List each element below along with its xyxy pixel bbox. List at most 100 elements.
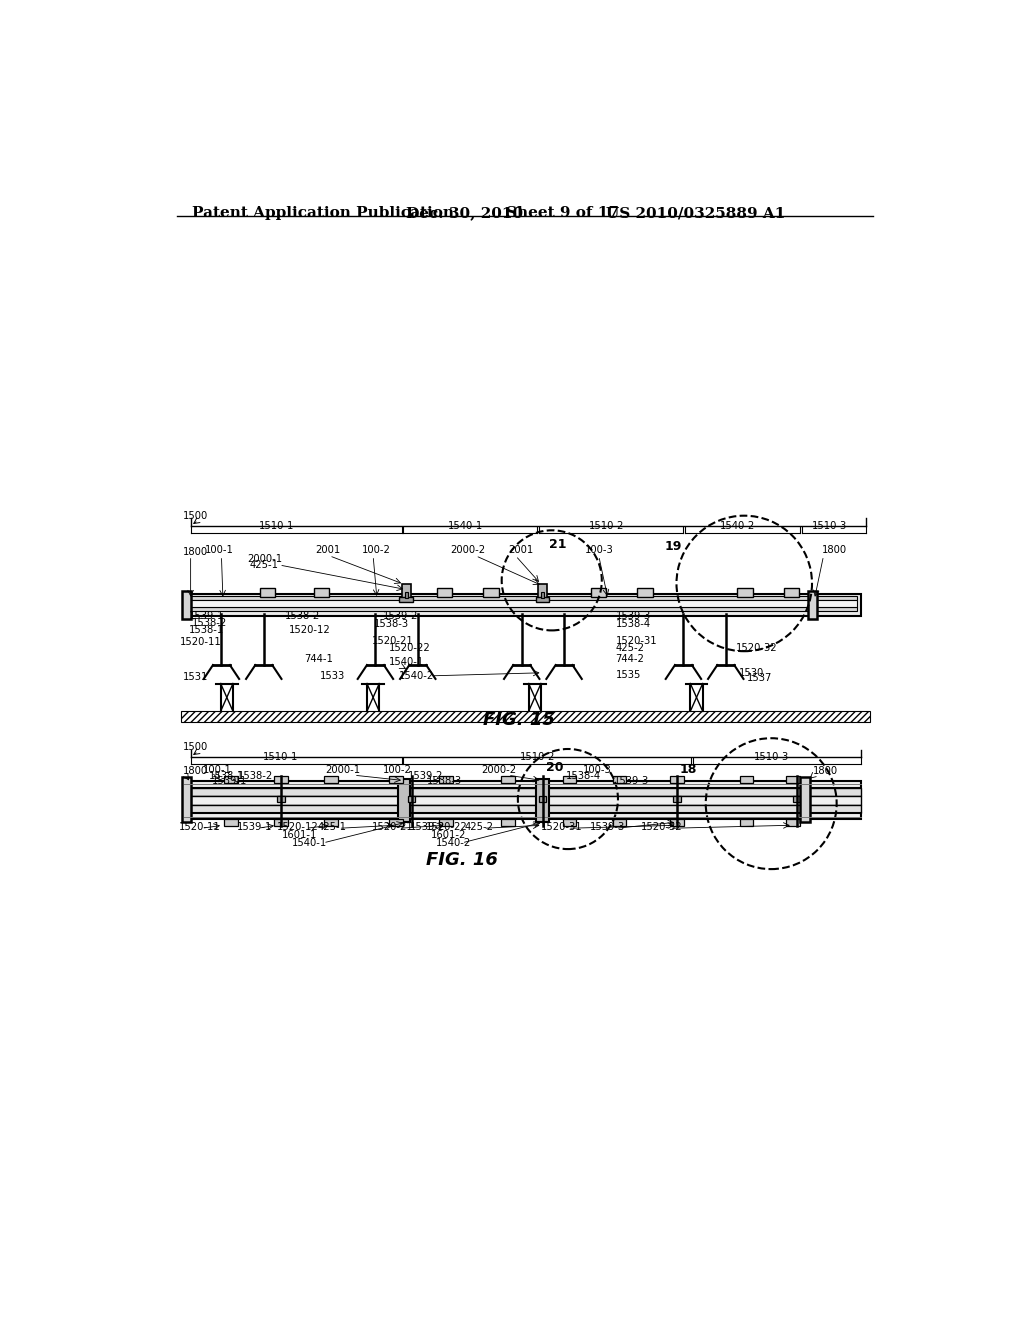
Bar [401,585,411,599]
Text: 1520-32: 1520-32 [736,643,777,653]
Text: 1540-2: 1540-2 [398,671,434,681]
Text: 1540-2: 1540-2 [435,838,471,847]
Text: 2000-2: 2000-2 [481,764,516,775]
Bar [541,591,544,598]
Text: 1500: 1500 [183,742,208,752]
Text: 1538-2: 1538-2 [285,611,319,620]
Bar [188,607,857,611]
Bar [389,818,403,826]
Bar [223,818,238,826]
Text: 1800: 1800 [183,767,208,776]
Bar [276,796,285,803]
Bar [404,591,408,598]
Text: 1539-3: 1539-3 [590,822,625,832]
Bar [439,818,454,826]
Text: 20: 20 [547,760,564,774]
Bar [223,776,238,783]
Text: 1520-31: 1520-31 [541,822,583,832]
Text: 1533: 1533 [319,671,345,681]
Text: 1540-1: 1540-1 [389,657,425,667]
Bar [184,594,860,615]
Bar [737,589,753,598]
Bar [184,805,860,813]
Bar [562,818,577,826]
Bar [562,776,577,783]
Bar [536,597,550,602]
Text: 1539-3: 1539-3 [615,611,651,620]
Text: 1800: 1800 [813,767,838,776]
Text: 425-1: 425-1 [317,822,347,832]
Text: 425-1: 425-1 [250,560,279,570]
Bar [739,818,754,826]
Bar [397,779,410,822]
Text: FIG. 16: FIG. 16 [426,851,498,870]
Text: 1510-2: 1510-2 [519,752,555,762]
Text: 21: 21 [549,539,566,550]
Bar [785,818,800,826]
Text: 2000-1: 2000-1 [248,554,283,564]
Bar [437,589,453,598]
Text: 1538-3: 1538-3 [374,619,409,630]
Text: 425-2: 425-2 [615,643,645,653]
Bar [637,589,652,598]
Text: Patent Application Publication: Patent Application Publication [193,206,455,220]
Text: 1520-12: 1520-12 [289,624,330,635]
Text: 1510-3: 1510-3 [812,521,847,531]
Bar [399,597,413,602]
Bar [674,796,681,803]
Text: 1520-22: 1520-22 [388,643,430,653]
Text: 1531: 1531 [183,672,208,682]
Text: 100-2: 100-2 [383,764,412,775]
Text: 1510-2: 1510-2 [589,521,624,531]
Bar [739,776,754,783]
Text: 1539-2: 1539-2 [410,822,445,832]
Text: Dec. 30, 2010: Dec. 30, 2010 [407,206,523,220]
Text: 1538-2: 1538-2 [239,771,273,781]
Bar [182,591,191,619]
Text: 1538-1: 1538-1 [209,771,245,781]
Text: 744-2: 744-2 [615,653,644,664]
Text: 100-1: 100-1 [205,545,233,556]
Text: 1601-2: 1601-2 [431,829,466,840]
Bar [501,818,515,826]
Text: 1520-21: 1520-21 [372,635,414,645]
Bar [801,777,810,822]
Bar [180,711,869,722]
Text: 2000-1: 2000-1 [326,764,360,775]
Text: 1537: 1537 [746,673,772,684]
Bar [313,589,330,598]
Bar [671,818,684,826]
Text: 2001: 2001 [315,545,341,556]
Text: 1500: 1500 [183,511,208,521]
Text: 1539-2: 1539-2 [383,611,419,620]
Text: 1520-11: 1520-11 [180,638,221,647]
Bar [785,776,800,783]
Text: 100-1: 100-1 [203,764,231,775]
Bar [324,776,338,783]
Bar [408,796,416,803]
Bar [808,591,817,619]
Text: 2000-2: 2000-2 [451,545,485,556]
Bar [539,796,547,803]
Text: Sheet 9 of 17: Sheet 9 of 17 [506,206,620,220]
Text: 1538-1: 1538-1 [189,624,224,635]
Text: 1539-1: 1539-1 [189,611,224,620]
Text: 1520-22: 1520-22 [425,822,467,832]
Bar [538,585,547,599]
Text: 1510-1: 1510-1 [263,752,298,762]
Text: 18: 18 [680,763,697,776]
Text: 1520-21: 1520-21 [372,822,414,832]
Bar [260,589,275,598]
Text: 1800: 1800 [822,545,847,556]
Bar [783,589,799,598]
Text: US 2010/0325889 A1: US 2010/0325889 A1 [606,206,785,220]
Bar [184,813,860,818]
Bar [591,589,606,598]
Bar [389,776,403,783]
Text: 1539-3: 1539-3 [614,776,649,787]
Bar [184,780,860,788]
Text: 100-3: 100-3 [584,764,612,775]
Bar [188,595,857,601]
Text: 1520-31: 1520-31 [615,635,657,645]
Text: 1539-1: 1539-1 [211,776,247,787]
